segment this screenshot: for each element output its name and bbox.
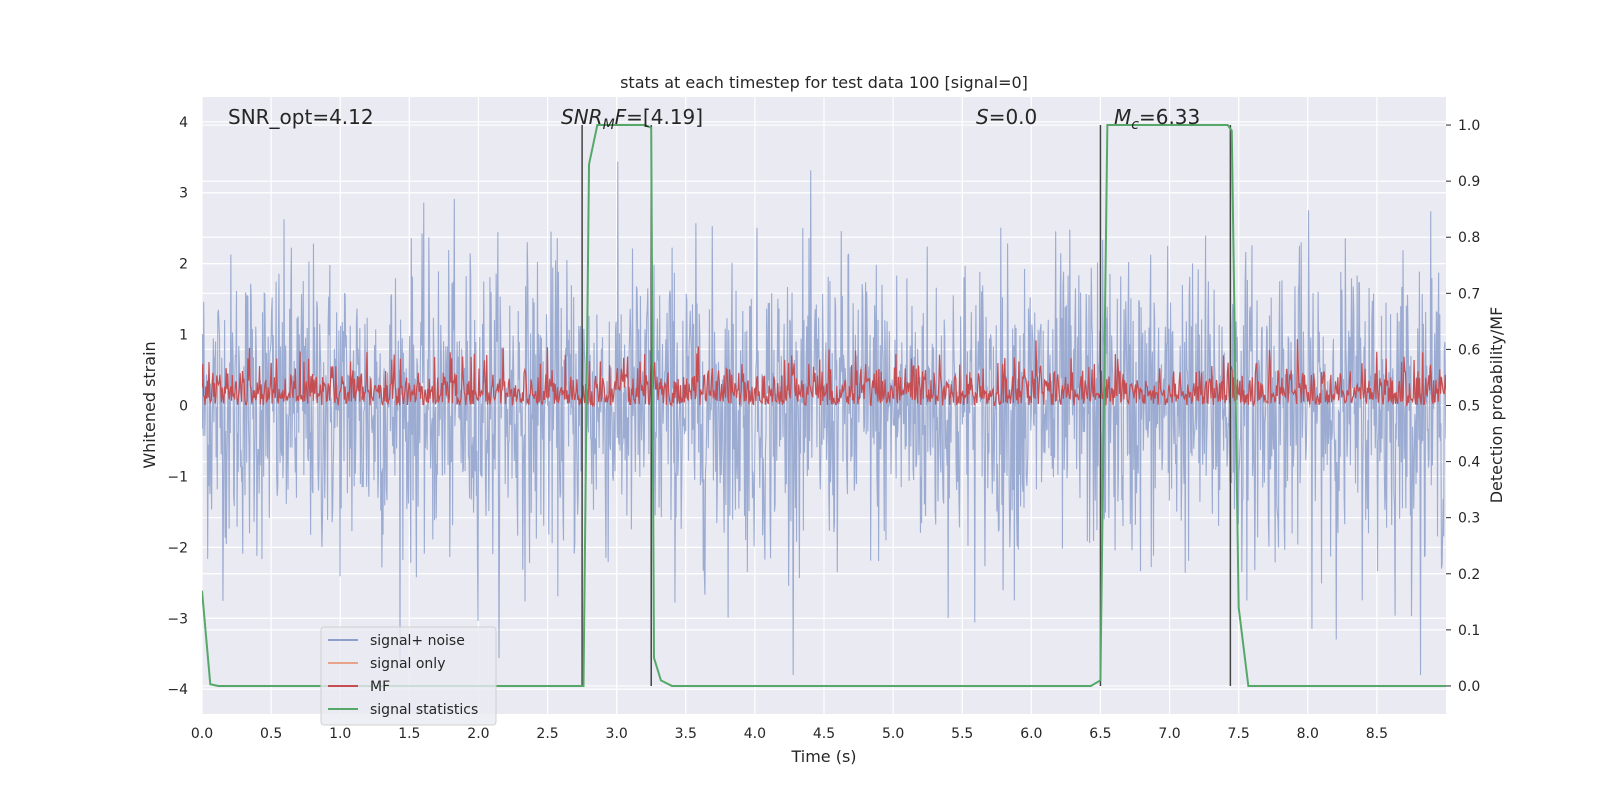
legend-frame	[320, 626, 497, 726]
y-tick-label-left: 0	[179, 399, 188, 415]
y-axis-label-left: Whitened strain	[140, 341, 159, 468]
y-tick-label-right: 0.0	[1458, 679, 1480, 695]
annotation-mc: Mc=6.33	[1114, 105, 1200, 133]
x-tick-label: 5.0	[882, 726, 904, 742]
x-tick-label: 0.5	[260, 726, 282, 742]
x-tick-label: 0.0	[191, 726, 213, 742]
y-tick-label-left: −2	[167, 540, 188, 556]
annotation-s: S=0.0	[976, 105, 1037, 129]
y-tick-label-right: 0.9	[1458, 174, 1480, 190]
x-tick-label: 8.0	[1297, 726, 1319, 742]
x-tick-label: 2.5	[536, 726, 558, 742]
legend-label-signal-statistics: signal statistics	[370, 702, 478, 718]
y-tick-label-left: −3	[167, 611, 188, 627]
ticks: 0.0 0.5 1.0 1.5 2.0 2.5 3.0 3.5 4.0 4.5 5.0 5.5 6.0 6…	[167, 115, 1480, 742]
legend-label-mf: MF	[370, 679, 390, 695]
y-tick-label-right: 0.1	[1458, 623, 1480, 639]
series-signal-statistics	[202, 124, 1446, 687]
y-tick-label-right: 0.4	[1458, 455, 1480, 471]
x-tick-label: 4.5	[813, 726, 835, 742]
y-tick-label-left: 2	[179, 257, 188, 273]
y-axis-label-right: Detection probability/MF	[1487, 307, 1506, 504]
y-tick-label-left: 3	[179, 186, 188, 202]
x-tick-label: 5.5	[951, 726, 973, 742]
annotation-snr-opt: SNR_opt=4.12	[228, 105, 374, 129]
series-mf	[202, 339, 1446, 408]
x-axis-label: Time (s)	[790, 747, 856, 766]
x-tick-label: 4.0	[744, 726, 766, 742]
x-tick-label: 3.5	[675, 726, 697, 742]
legend-label-signal-noise: signal+ noise	[370, 633, 465, 649]
y-tick-label-left: −1	[167, 469, 188, 485]
chart-title: stats at each timestep for test data 100…	[620, 73, 1028, 92]
x-tick-label: 7.5	[1228, 726, 1250, 742]
series-signal-noise	[202, 161, 1446, 675]
annotation-snr-mf: SNRMF=[4.19]	[561, 105, 703, 133]
x-tick-label: 7.0	[1158, 726, 1180, 742]
x-tick-label: 2.0	[467, 726, 489, 742]
y-tick-label-right: 0.2	[1458, 567, 1480, 583]
y-tick-label-right: 0.7	[1458, 286, 1480, 302]
y-tick-label-left: −4	[167, 682, 188, 698]
x-tick-label: 6.0	[1020, 726, 1042, 742]
legend: signal+ noise signal only MF signal stat…	[320, 626, 497, 726]
y-tick-label-right: 1.0	[1458, 118, 1480, 134]
x-tick-label: 1.0	[329, 726, 351, 742]
x-tick-label: 3.0	[606, 726, 628, 742]
y-tick-label-right: 0.3	[1458, 511, 1480, 527]
legend-label-signal-only: signal only	[370, 656, 445, 672]
y-tick-label-left: 4	[179, 115, 188, 131]
y-tick-label-right: 0.5	[1458, 399, 1480, 415]
x-tick-label: 8.5	[1366, 726, 1388, 742]
x-tick-label: 1.5	[398, 726, 420, 742]
y-tick-label-left: 1	[179, 328, 188, 344]
y-tick-label-right: 0.8	[1458, 230, 1480, 246]
x-tick-label: 6.5	[1089, 726, 1111, 742]
y-tick-label-right: 0.6	[1458, 342, 1480, 358]
series-layer	[202, 124, 1446, 687]
